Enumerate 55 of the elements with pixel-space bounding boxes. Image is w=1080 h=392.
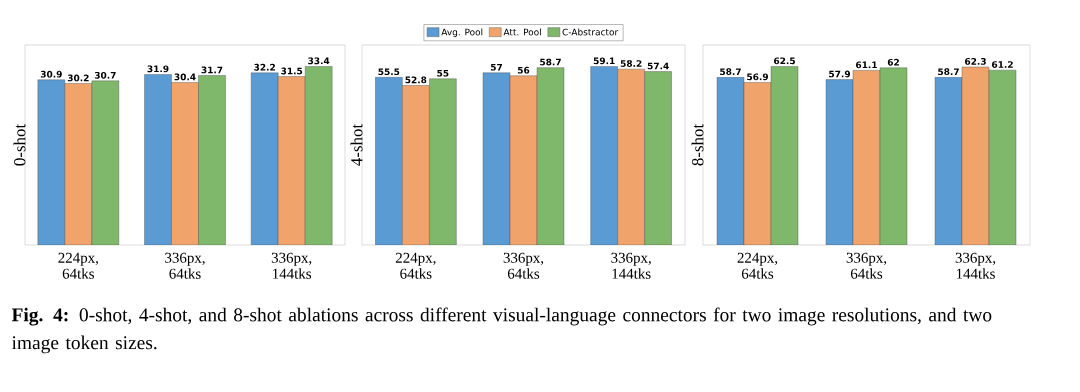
data-label: 58.7 [540,58,561,66]
bar [144,74,172,245]
legend-label: Att. Pool [503,28,541,36]
legend-label: Avg. Pool [441,28,483,38]
bar [250,72,279,245]
bar [304,66,333,245]
data-label: 62 [887,58,899,66]
data-label: 62.5 [774,57,795,65]
bar [171,82,199,245]
data-label: 30.2 [67,74,89,82]
legend-label: C-Abstractor [562,28,619,36]
data-label: 30.9 [40,70,62,78]
data-label: 62.3 [965,58,986,65]
x-tick-label: 336px, 144tks [955,252,996,279]
x-tick-label: 224px, 64tks [737,252,778,279]
data-label: 57 [490,63,503,71]
data-label: 56 [517,66,530,74]
bar [402,85,430,245]
data-label: 58.7 [720,68,741,76]
text: Fig. 4: 0-shot, 4-shot, and 8-shot ablations across different visual-language connectors for two image resolutions, and two image token sizes. [11,307,992,354]
bar [37,79,65,245]
x-tick-label: 224px, 64tks [58,252,98,279]
data-label: 56.9 [747,73,769,81]
data-label: 55 [437,69,449,77]
x-tick-label: 336px, 64tks [846,252,887,279]
data-label: 31.7 [201,66,223,74]
x-tick-label: 336px, 64tks [165,252,205,279]
data-label: 31.5 [281,67,303,75]
x-tick-label: 336px, 144tks [271,252,312,279]
bar [91,80,119,245]
data-label: 52.8 [405,76,427,84]
data-label: 58.7 [938,68,959,76]
data-label: 30.4 [174,73,196,81]
data-label: 30.7 [94,71,116,79]
data-label: 57.9 [829,70,851,78]
x-tick-label: 336px, 144tks [611,252,651,279]
data-label: 61.2 [992,61,1013,68]
data-label: 55.5 [378,68,400,76]
data-label: 31.9 [147,65,169,73]
x-tick-label: 336px, 64tks [503,252,544,279]
data-label: 57.4 [647,62,669,70]
data-label: 33.4 [308,57,330,65]
y-axis-title: 8-shot [691,123,704,166]
data-label: 32.2 [254,63,275,71]
data-label: 58.2 [620,60,642,67]
bar [198,75,226,245]
data-label: 59.1 [593,57,615,65]
bar [277,76,306,245]
x-tick-label: 224px, 64tks [395,252,436,279]
data-label: 61.1 [856,61,877,69]
y-axis-title: 4-shot [350,123,363,166]
bar [617,68,645,245]
bar [64,83,92,245]
y-axis-title: 0-shot [13,123,26,166]
bar [509,75,538,245]
